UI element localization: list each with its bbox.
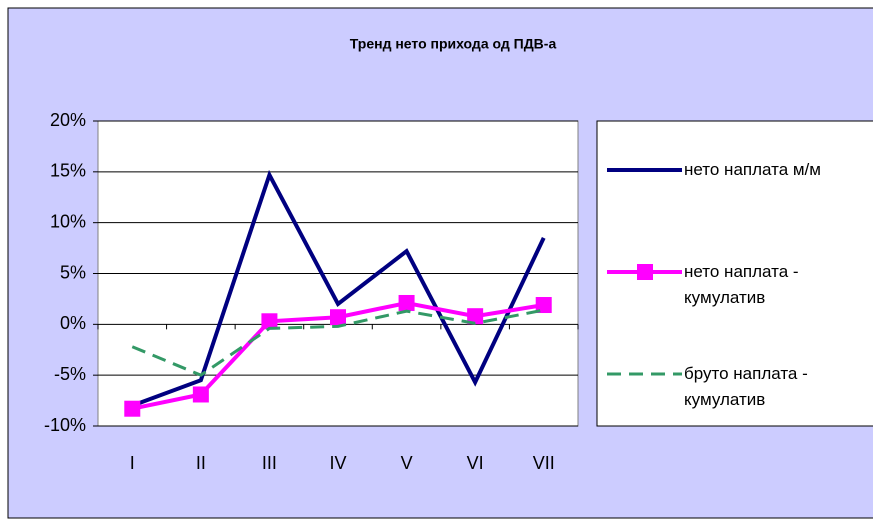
x-tick-label: II (196, 453, 206, 473)
marker (467, 308, 484, 325)
y-tick-label: 10% (50, 211, 86, 231)
chart-title: Тренд нето прихода од ПДВ-а (350, 36, 557, 52)
legend-label: бруто наплата - кумулатив (684, 364, 808, 409)
x-tick-label: VII (533, 453, 555, 473)
marker (330, 309, 346, 326)
y-tick-label: 5% (60, 262, 86, 282)
x-tick-label: I (130, 453, 135, 473)
y-tick-label: -5% (54, 364, 86, 384)
series-line (131, 308, 544, 377)
y-tick-label: 20% (50, 110, 86, 130)
y-tick-label: 0% (60, 313, 86, 333)
x-tick-label: III (262, 453, 277, 473)
y-tick-label: 15% (50, 161, 86, 181)
marker (261, 313, 278, 330)
marker (124, 400, 141, 417)
marker (535, 297, 552, 314)
legend-label: нето наплата - кумулатив (684, 262, 799, 307)
y-tick-label: -10% (44, 415, 86, 435)
series-line (131, 169, 546, 408)
legend-label: нето наплата м/м (684, 160, 821, 179)
marker (192, 386, 209, 403)
x-tick-label: IV (329, 453, 346, 473)
x-tick-label: VI (467, 453, 484, 473)
x-tick-label: V (401, 453, 413, 473)
marker (398, 294, 415, 311)
legend-marker (637, 264, 653, 280)
